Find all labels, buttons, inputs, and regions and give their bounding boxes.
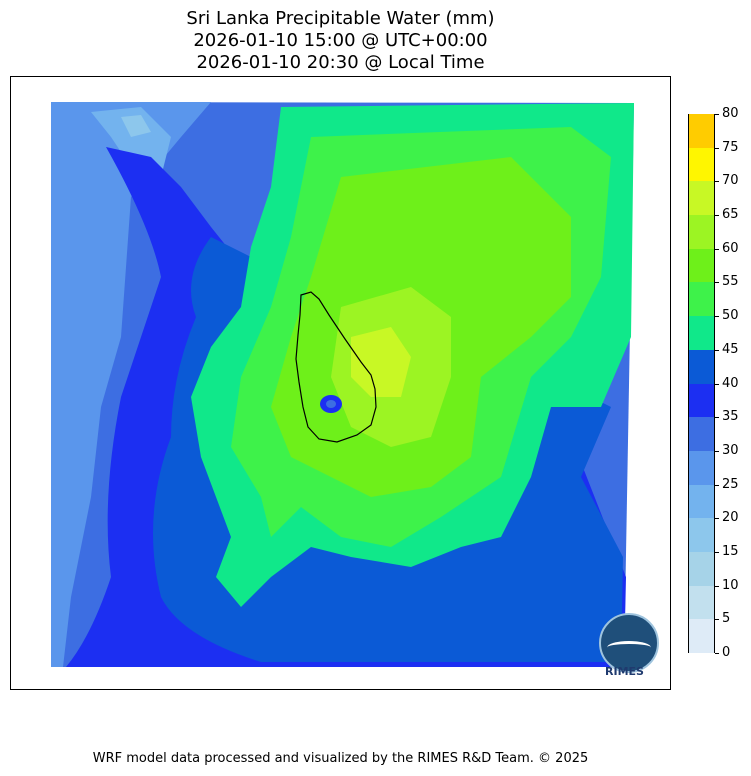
contour-low-spot-inner [326,400,336,408]
colorbar-tick-label: 30 [722,442,739,458]
map-title-line3: 2026-01-10 20:30 @ Local Time [196,52,485,73]
colorbar-segment-55 [689,248,714,283]
colorbar-tick-label: 65 [722,207,739,223]
colorbar-tick [715,417,719,419]
colorbar-tick-label: 45 [722,341,739,357]
map-frame: RIMES [10,76,671,690]
colorbar-tick [715,484,719,486]
colorbar-segment-5 [689,585,714,620]
rimes-logo-wave [607,641,651,654]
colorbar-segment-70 [689,147,714,182]
colorbar-segment-30 [689,417,714,451]
colorbar-tick [715,147,719,149]
colorbar-tick-label: 35 [722,409,739,425]
rimes-logo-text: RIMES [605,665,644,678]
colorbar-tick-label: 20 [722,510,739,526]
colorbar-tick [715,282,719,284]
contour-15-20 [121,115,151,137]
colorbar-segment-75 [689,114,714,148]
colorbar-tick-label: 60 [722,240,739,256]
colorbar-tick [715,316,719,318]
colorbar-tick-label: 5 [722,611,731,627]
colorbar-segment-40 [689,349,714,384]
colorbar-tick [715,450,719,452]
colorbar-tick [715,215,719,217]
colorbar-tick-label: 55 [722,274,739,290]
colorbar-tick [715,619,719,621]
colorbar-segment-35 [689,383,714,418]
sri-lanka-outline [295,291,377,443]
colorbar-tick [715,551,719,553]
colorbar-tick [715,349,719,351]
colorbar-tick [715,585,719,587]
contour-65-70 [351,327,411,397]
footer-credit: WRF model data processed and visualized … [92,751,589,766]
colorbar-tick-label: 50 [722,308,739,324]
colorbar-tick-label: 10 [722,577,739,593]
colorbar-tick [715,653,719,654]
colorbar-tick-label: 0 [722,645,731,660]
colorbar-segment-65 [689,181,714,216]
colorbar-tick [715,181,719,183]
colorbar-segment-10 [689,551,714,586]
colorbar-tick [715,114,719,115]
colorbar-tick-label: 70 [722,173,739,189]
colorbar [688,114,715,653]
colorbar-segment-15 [689,518,714,552]
colorbar-tick-label: 25 [722,476,739,492]
colorbar-tick-label: 80 [722,106,739,121]
colorbar-segment-25 [689,450,714,485]
contour-25-30 [51,102,211,667]
precipitable-water-map [51,102,634,667]
colorbar-segment-20 [689,484,714,519]
rimes-logo [599,613,659,673]
colorbar-tick [715,518,719,520]
map-title-line2: 2026-01-10 15:00 @ UTC+00:00 [193,30,488,51]
colorbar-tick [715,383,719,385]
colorbar-segment-0 [689,619,714,653]
colorbar-segment-50 [689,282,714,317]
map-title-line1: Sri Lanka Precipitable Water (mm) [186,8,495,29]
colorbar-tick-label: 75 [722,139,739,155]
colorbar-tick-label: 15 [722,543,739,559]
colorbar-tick [715,248,719,250]
colorbar-segment-60 [689,215,714,249]
colorbar-tick-label: 40 [722,375,739,391]
colorbar-segment-45 [689,316,714,350]
